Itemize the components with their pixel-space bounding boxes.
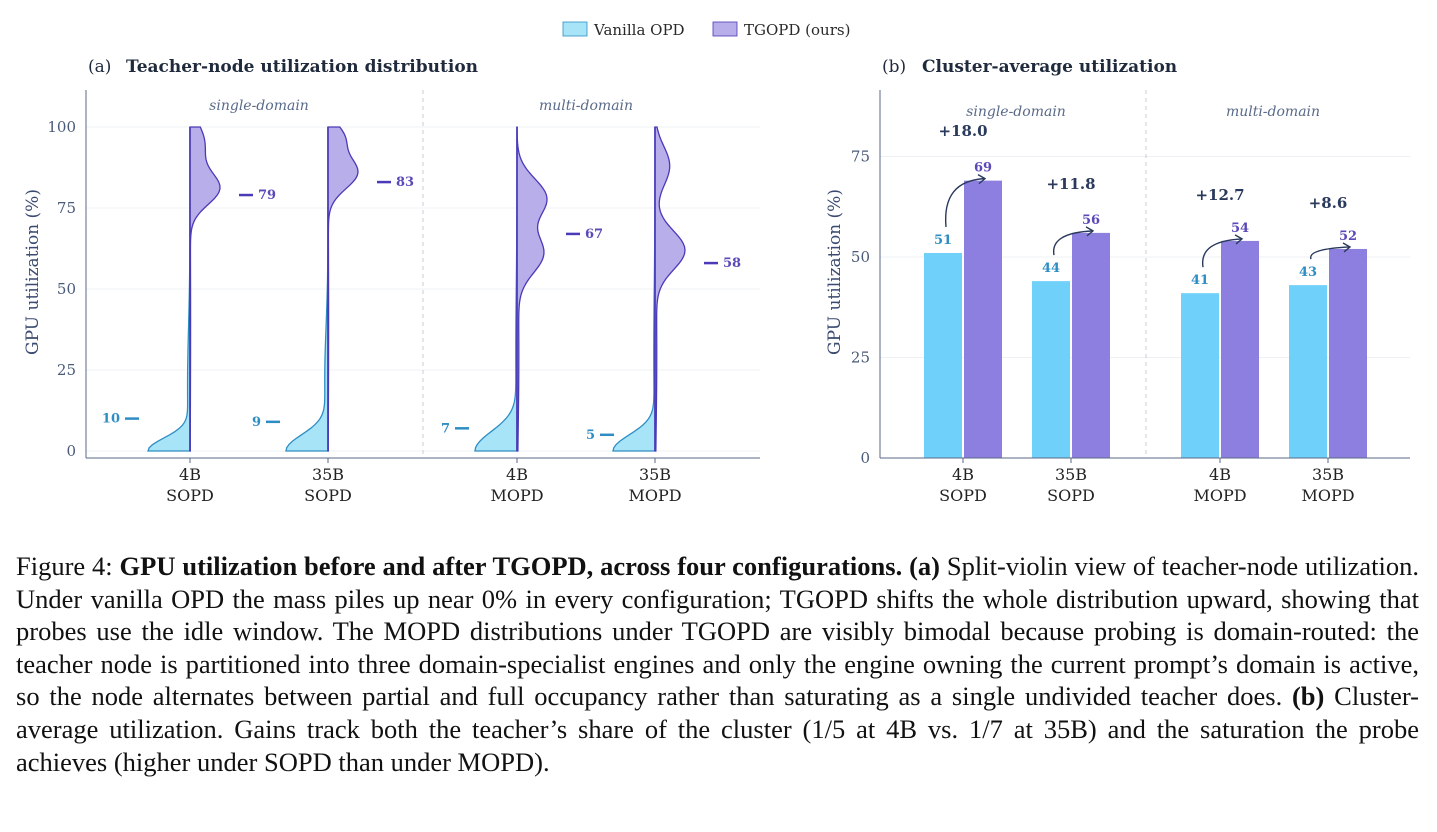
- x-tick-label-size: 4B: [1209, 465, 1231, 484]
- caption-title: GPU utilization before and after TGOPD, …: [119, 551, 903, 581]
- panel-b-tag: (b): [882, 57, 906, 77]
- violin-tgopd-2: [516, 126, 548, 452]
- x-tick-label-size: 35B: [1055, 465, 1087, 484]
- bar-value-tgopd-2: 54: [1231, 221, 1249, 236]
- bar-vanilla-1: [1032, 281, 1070, 458]
- panel-b-group-single: single-domain: [966, 104, 1066, 120]
- bar-value-tgopd-0: 69: [974, 161, 992, 176]
- x-tick-label-mode: SOPD: [166, 486, 214, 505]
- x-tick-label-size: 35B: [312, 465, 344, 484]
- bar-vanilla-3: [1289, 285, 1327, 458]
- gain-label-3: +8.6: [1309, 194, 1348, 212]
- gain-arrow-2: [1202, 238, 1243, 268]
- y-tick-label: 25: [57, 361, 76, 379]
- gain-arrowhead-1: [1085, 226, 1095, 237]
- panel-a-title: Teacher-node utilization distribution: [126, 57, 478, 77]
- bar-value-tgopd-1: 56: [1082, 213, 1100, 228]
- bar-value-vanilla-2: 41: [1191, 273, 1209, 288]
- x-tick-label-mode: SOPD: [1047, 486, 1095, 505]
- panel-a-x-ticks: 4B SOPD 35B SOPD 4B MOPD 35B MOPD: [166, 458, 682, 505]
- bar-value-vanilla-3: 43: [1299, 265, 1317, 280]
- panel-b-x-ticks: 4B SOPD 35B SOPD 4B MOPD 35B MOPD: [939, 458, 1355, 505]
- mean-label-vanilla-1: 9: [252, 415, 261, 430]
- panel-a-violins: [147, 126, 686, 452]
- gain-label-1: +11.8: [1046, 175, 1095, 193]
- mean-label-tgopd-2: 67: [585, 227, 603, 242]
- y-tick-label: 50: [851, 248, 870, 266]
- bar-tgopd-2: [1221, 240, 1259, 458]
- gain-arrowhead-0: [977, 174, 987, 185]
- bar-vanilla-2: [1181, 293, 1219, 458]
- figure-caption: Figure 4: GPU utilization before and aft…: [16, 550, 1419, 778]
- y-tick-label: 100: [47, 118, 76, 136]
- panel-b-y-ticks: 0 25 50 75: [851, 148, 870, 468]
- legend-label-tgopd: TGOPD (ours): [744, 21, 850, 39]
- x-tick-label-mode: MOPD: [1301, 486, 1354, 505]
- y-tick-label: 0: [66, 442, 76, 460]
- y-tick-label: 50: [57, 280, 76, 298]
- panel-a-ylabel: GPU utilization (%): [23, 189, 43, 355]
- x-tick-label-size: 35B: [1312, 465, 1344, 484]
- legend: Vanilla OPD TGOPD (ours): [562, 21, 850, 39]
- bar-tgopd-1: [1072, 232, 1110, 458]
- gain-label-2: +12.7: [1195, 186, 1244, 204]
- y-tick-label: 25: [851, 349, 870, 367]
- panel-b-bars: 51 69 +18.0 44 56 +11.8 41 54 +12.7 43 52 +8.6: [924, 122, 1367, 458]
- panel-b: (b) Cluster-average utilization GPU util…: [825, 57, 1410, 505]
- figure-4: Vanilla OPD TGOPD (ours) (a) Teacher-nod…: [23, 21, 1410, 505]
- gain-arrowhead-3: [1342, 242, 1352, 253]
- panel-b-title: Cluster-average utilization: [922, 57, 1177, 77]
- gain-arrow-3: [1310, 246, 1351, 260]
- bar-tgopd-0: [964, 180, 1002, 458]
- panel-a-group-single: single-domain: [209, 98, 309, 114]
- caption-b-tag: (b): [1291, 681, 1325, 712]
- bar-tgopd-3: [1329, 248, 1367, 458]
- mean-label-vanilla-0: 10: [102, 412, 120, 427]
- bar-value-vanilla-1: 44: [1042, 261, 1060, 276]
- bar-vanilla-0: [924, 252, 962, 458]
- mean-label-vanilla-2: 7: [441, 421, 450, 436]
- x-tick-label-mode: SOPD: [939, 486, 987, 505]
- caption-a-tag: (a): [909, 551, 940, 581]
- mean-label-tgopd-3: 58: [723, 256, 741, 271]
- panel-a-tag: (a): [88, 57, 111, 77]
- panel-b-group-multi: multi-domain: [1226, 104, 1320, 120]
- violin-tgopd-3: [654, 126, 686, 452]
- caption-label: Figure 4:: [16, 551, 113, 581]
- gain-label-0: +18.0: [938, 122, 987, 140]
- caption-a-text: Split-violin view of teacher-node utiliz…: [16, 551, 1420, 712]
- mean-label-tgopd-0: 79: [258, 188, 276, 203]
- x-tick-label-size: 35B: [639, 465, 671, 484]
- gain-arrow-1: [1053, 230, 1094, 256]
- legend-label-vanilla: Vanilla OPD: [593, 21, 685, 39]
- x-tick-label-size: 4B: [506, 465, 528, 484]
- panel-a-y-ticks: 0 25 50 75 100: [47, 118, 76, 460]
- x-tick-label-mode: MOPD: [1193, 486, 1246, 505]
- y-tick-label: 75: [57, 199, 76, 217]
- panel-a-group-multi: multi-domain: [539, 98, 633, 114]
- y-tick-label: 75: [851, 148, 870, 166]
- panel-b-ylabel: GPU utilization (%): [825, 189, 845, 355]
- x-tick-label-mode: SOPD: [304, 486, 352, 505]
- gain-arrowhead-2: [1234, 234, 1244, 245]
- mean-label-vanilla-3: 5: [586, 428, 595, 443]
- x-tick-label-mode: MOPD: [490, 486, 543, 505]
- caption-b-text: Cluster-average utilization. Gains track…: [16, 681, 1420, 777]
- legend-swatch-tgopd: [712, 21, 738, 37]
- mean-label-tgopd-1: 83: [396, 175, 414, 190]
- legend-swatch-vanilla: [562, 21, 588, 37]
- panel-a-means: 10 79 9 83 7 67 5 58: [102, 175, 741, 443]
- panel-a: (a) Teacher-node utilization distributio…: [23, 57, 760, 505]
- x-tick-label-size: 4B: [179, 465, 201, 484]
- gain-arrow-0: [944, 177, 986, 228]
- bar-value-vanilla-0: 51: [934, 233, 952, 248]
- x-tick-label-mode: MOPD: [628, 486, 681, 505]
- y-tick-label: 0: [860, 449, 870, 467]
- x-tick-label-size: 4B: [952, 465, 974, 484]
- bar-value-tgopd-3: 52: [1339, 229, 1357, 244]
